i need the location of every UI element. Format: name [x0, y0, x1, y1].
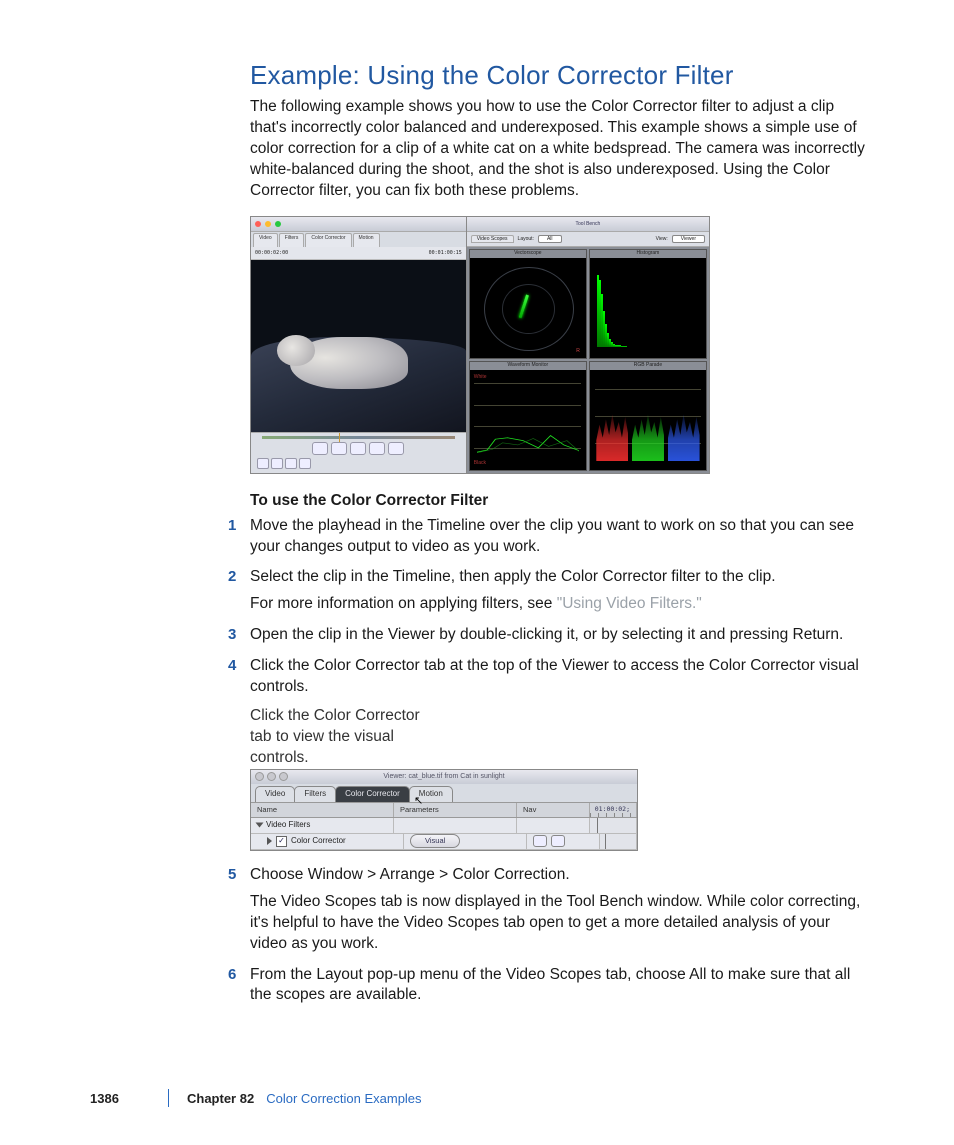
histogram: Histogram [589, 249, 707, 359]
disclosure-icon[interactable] [256, 823, 264, 828]
fig2-titlebar: Viewer: cat_blue.tif from Cat in sunligh… [251, 770, 637, 784]
step-5-text: Choose Window > Arrange > Color Correcti… [250, 866, 570, 883]
marker-button[interactable] [285, 458, 297, 469]
step-3: Open the clip in the Viewer by double-cl… [250, 625, 870, 646]
figure-viewer-tabs: Viewer: cat_blue.tif from Cat in sunligh… [250, 769, 638, 851]
section-title: Example: Using the Color Corrector Filte… [250, 60, 870, 91]
next-edit-button[interactable] [388, 442, 404, 455]
keyframe-nav-button[interactable] [551, 835, 565, 847]
mark-in-button[interactable] [257, 458, 269, 469]
link-using-video-filters[interactable]: "Using Video Filters." [557, 595, 702, 612]
col-timeline-ruler: 01:00:02; [590, 803, 637, 817]
tab-filters[interactable]: Filters [279, 233, 305, 247]
col-nav: Nav [517, 803, 590, 817]
scopes-tab[interactable]: Video Scopes [471, 235, 514, 243]
prev-edit-button[interactable] [312, 442, 328, 455]
step-5: Choose Window > Arrange > Color Correcti… [250, 865, 870, 955]
timecode-row: 00:00:02:00 00:01:00:15 [251, 247, 466, 260]
tool-bench-titlebar: Tool Bench [467, 217, 709, 232]
filter-label: Color Corrector [291, 836, 346, 847]
video-canvas [251, 260, 466, 432]
tab-color-corrector[interactable]: Color Corrector [335, 786, 410, 802]
tab-video[interactable]: Video [255, 786, 295, 802]
reset-button[interactable] [533, 835, 547, 847]
play-button[interactable] [350, 442, 366, 455]
row-color-corrector: ✓ Color Corrector Visual [251, 834, 637, 850]
waveform-monitor: Waveform Monitor White Black [469, 361, 587, 471]
callout-text: Click the Color Corrector tab to view th… [250, 706, 440, 769]
step-6: From the Layout pop-up menu of the Video… [250, 965, 870, 1007]
visual-button[interactable]: Visual [410, 834, 460, 848]
tab-video[interactable]: Video [253, 233, 278, 247]
layout-label: Layout: [518, 236, 534, 242]
col-parameters: Parameters [394, 803, 517, 817]
play-around-button[interactable] [369, 442, 385, 455]
waveform-label: Waveform Monitor [470, 361, 586, 370]
vectorscope: Vectorscope R [469, 249, 587, 359]
viewer-window: Video Filters Color Corrector Motion 00:… [251, 217, 466, 473]
step-2-text: Select the clip in the Timeline, then ap… [250, 568, 776, 585]
enable-checkbox[interactable]: ✓ [276, 836, 287, 847]
step-4: Click the Color Corrector tab at the top… [250, 656, 870, 851]
view-label: View: [656, 236, 668, 242]
steps-heading: To use the Color Corrector Filter [250, 492, 870, 510]
col-name: Name [251, 803, 394, 817]
scopes-toolbar: Video Scopes Layout: All View: Viewer [467, 232, 709, 247]
chapter-name: Color Correction Examples [266, 1091, 421, 1106]
group-label: Video Filters [266, 820, 310, 831]
tab-filters[interactable]: Filters [294, 786, 336, 802]
play-in-to-out-button[interactable] [331, 442, 347, 455]
step-2-note: For more information on applying filters… [250, 595, 557, 612]
figure-viewer-scopes: Video Filters Color Corrector Motion 00:… [250, 216, 710, 474]
viewer-titlebar [251, 217, 466, 232]
tab-motion[interactable]: Motion [353, 233, 380, 247]
step-4-text: Click the Color Corrector tab at the top… [250, 657, 859, 695]
rgb-parade: RGB Parade [589, 361, 707, 471]
row-video-filters: Video Filters [251, 818, 637, 834]
transport-controls [251, 432, 466, 473]
step-5-note: The Video Scopes tab is now displayed in… [250, 892, 870, 955]
histogram-label: Histogram [590, 249, 706, 258]
page-footer: 1386 Chapter 82 Color Correction Example… [90, 1089, 894, 1107]
step-2: Select the clip in the Timeline, then ap… [250, 567, 870, 615]
mark-out-button[interactable] [271, 458, 283, 469]
fig2-window-title: Viewer: cat_blue.tif from Cat in sunligh… [383, 772, 504, 781]
page-number: 1386 [90, 1091, 150, 1106]
viewer-tabs: Video Filters Color Corrector Motion [251, 232, 466, 247]
parade-label: RGB Parade [590, 361, 706, 370]
tc-right: 00:01:00:15 [429, 250, 462, 256]
tab-color-corrector[interactable]: Color Corrector [305, 233, 351, 247]
tab-motion[interactable]: Motion [409, 786, 453, 802]
step-1: Move the playhead in the Timeline over t… [250, 516, 870, 558]
tool-bench-window: Tool Bench Video Scopes Layout: All View… [466, 217, 709, 473]
view-popup[interactable]: Viewer [672, 235, 705, 243]
vectorscope-label: Vectorscope [470, 249, 586, 258]
layout-popup[interactable]: All [538, 235, 562, 243]
intro-paragraph: The following example shows you how to u… [250, 97, 870, 202]
tc-left: 00:00:02:00 [255, 250, 288, 256]
disclosure-icon[interactable] [267, 837, 272, 845]
footer-separator [168, 1089, 169, 1107]
fig2-tabs: Video Filters Color Corrector Motion ↖ [251, 784, 637, 802]
fig2-columns: Name Parameters Nav 01:00:02; [251, 802, 637, 818]
scrubber[interactable] [262, 436, 455, 439]
chapter-number: Chapter 82 [187, 1091, 254, 1106]
mark-clip-button[interactable] [299, 458, 311, 469]
